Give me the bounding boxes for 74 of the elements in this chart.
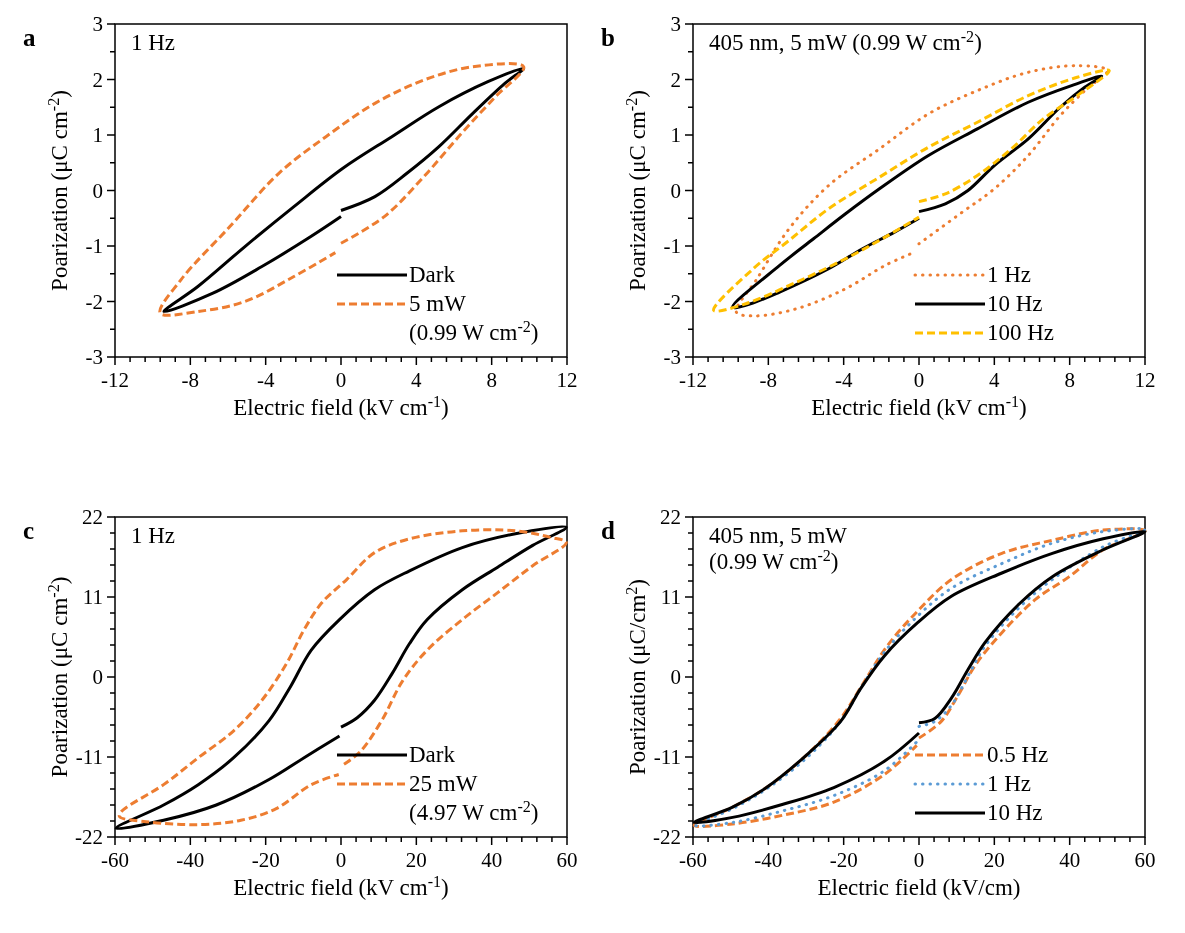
x-tick-label: -8 xyxy=(759,368,778,392)
y-tick-label: -3 xyxy=(663,345,681,369)
y-tick-label: 1 xyxy=(92,123,103,147)
y-tick-label: -2 xyxy=(663,289,681,314)
y-tick-label: -3 xyxy=(85,345,103,369)
x-axis-title: Electric field (kV cm$^{-1}$) xyxy=(233,872,449,900)
x-tick-label: 20 xyxy=(405,848,427,872)
y-tick-label: 2 xyxy=(670,67,681,92)
x-tick-label: 20 xyxy=(983,848,1005,872)
legend-label: Dark xyxy=(409,742,456,767)
y-tick-label: -11 xyxy=(653,745,681,769)
text: a xyxy=(23,24,36,51)
y-tick-label: 22 xyxy=(82,505,103,529)
y-tick-label: -22 xyxy=(653,825,681,849)
y-tick-label: 3 xyxy=(670,12,681,36)
text: b xyxy=(601,24,615,51)
x-axis-title: Electric field (kV/cm) xyxy=(817,875,1021,900)
y-tick-label: 0 xyxy=(92,178,103,203)
x-tick-label: -60 xyxy=(679,848,707,872)
x-tick-label: -40 xyxy=(754,848,783,872)
y-tick-label: -1 xyxy=(85,234,103,258)
x-tick-label: 60 xyxy=(1134,848,1156,872)
legend-label: 0.5 Hz xyxy=(987,742,1049,767)
x-tick-label: -60 xyxy=(101,848,129,872)
legend-label: 5 mW (0.99 W cm$^{-2}$) xyxy=(409,291,539,345)
x-tick-label: -4 xyxy=(834,368,853,392)
x-tick-label: 0 xyxy=(913,848,925,872)
y-tick-label: 11 xyxy=(660,585,681,609)
y-tick-label: 0 xyxy=(92,665,103,689)
x-tick-label: 40 xyxy=(1059,848,1081,872)
annotation: 1 Hz xyxy=(131,30,176,55)
x-tick-label: 60 xyxy=(556,848,578,872)
x-axis-title: Electric field (kV cm$^{-1}$) xyxy=(811,392,1027,420)
y-tick-label: -22 xyxy=(75,825,103,849)
legend-label: 25 mW (4.97 W cm$^{-2}$) xyxy=(409,771,539,825)
annotation: 1 Hz xyxy=(131,523,176,548)
x-tick-label: -12 xyxy=(101,368,129,392)
x-tick-label: 40 xyxy=(481,848,503,872)
legend-label: 10 Hz xyxy=(987,800,1043,825)
x-tick-label: 0 xyxy=(335,848,347,872)
x-tick-label: 12 xyxy=(556,368,578,392)
x-tick-label: -20 xyxy=(251,848,280,872)
x-tick-label: 4 xyxy=(989,368,1001,392)
x-tick-label: 0 xyxy=(913,368,925,392)
legend-label: Dark xyxy=(409,262,456,287)
y-tick-label: 22 xyxy=(660,505,681,529)
y-tick-label: -1 xyxy=(663,234,681,258)
y-tick-label: 11 xyxy=(82,585,103,609)
y-tick-label: 2 xyxy=(92,67,103,92)
x-tick-label: 12 xyxy=(1134,368,1156,392)
legend-label: 100 Hz xyxy=(987,320,1055,345)
x-tick-label: 0 xyxy=(335,368,347,392)
x-tick-label: 8 xyxy=(486,368,497,392)
text: d xyxy=(601,517,615,544)
y-tick-label: 0 xyxy=(670,665,681,689)
annotation: 405 nm, 5 mW (0.99 W cm$^{-2}$) xyxy=(709,27,982,55)
x-tick-label: -8 xyxy=(181,368,200,392)
legend-label: 10 Hz xyxy=(987,291,1043,316)
y-tick-label: -2 xyxy=(85,289,103,314)
x-tick-label: 4 xyxy=(411,368,423,392)
x-tick-label: -40 xyxy=(176,848,205,872)
legend-label: 1 Hz xyxy=(987,771,1032,796)
x-tick-label: 8 xyxy=(1064,368,1075,392)
y-tick-label: 1 xyxy=(670,123,681,147)
x-tick-label: -12 xyxy=(679,368,707,392)
text: c xyxy=(23,517,35,544)
y-tick-label: -11 xyxy=(75,745,103,769)
x-axis-title: Electric field (kV cm$^{-1}$) xyxy=(233,392,449,420)
x-tick-label: -4 xyxy=(256,368,275,392)
x-tick-label: -20 xyxy=(829,848,858,872)
y-tick-label: 3 xyxy=(92,12,103,36)
legend-label: 1 Hz xyxy=(987,262,1032,287)
annotation: 405 nm, 5 mW (0.99 W cm$^{-2}$) xyxy=(709,523,848,574)
y-tick-label: 0 xyxy=(670,178,681,203)
